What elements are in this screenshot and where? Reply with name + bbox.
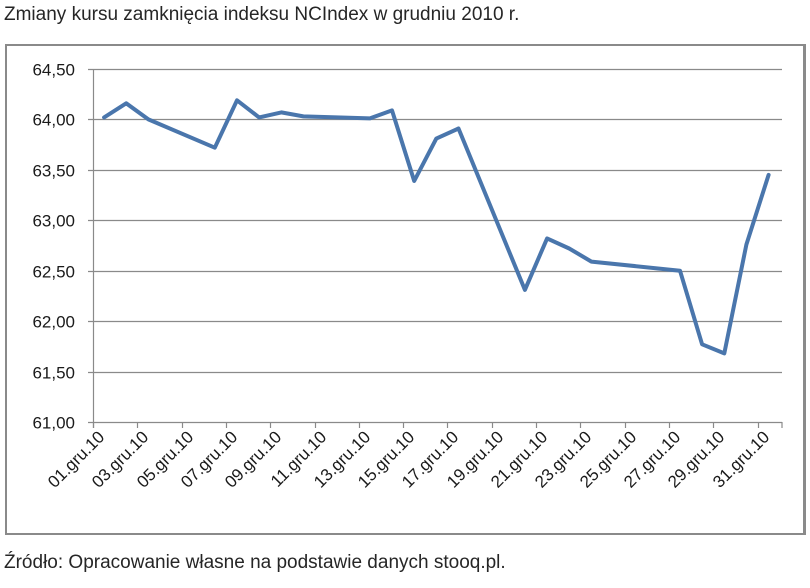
y-tick-label: 61,50 (32, 364, 75, 383)
y-tick-label: 62,50 (32, 263, 75, 282)
chart-title: Zmiany kursu zamknięcia indeksu NCIndex … (4, 4, 520, 25)
data-line (102, 98, 771, 356)
source-note: Źródło: Opracowanie własne na podstawie … (4, 552, 506, 573)
y-tick-label: 63,50 (32, 162, 75, 181)
y-tick-label: 64,00 (32, 111, 75, 130)
series-ncindex (102, 98, 771, 356)
gridlines (88, 68, 782, 424)
y-axis: 61,00 61,50 62,00 62,50 63,00 63,50 64,00 64,50 (32, 61, 95, 433)
y-tick-label: 62,00 (32, 313, 75, 332)
y-tick-label: 64,50 (32, 61, 75, 80)
y-tick-label: 63,00 (32, 212, 75, 231)
y-tick-label: 61,00 (32, 414, 75, 433)
x-axis: 01.gru.1003.gru.1005.gru.1007.gru.1009.g… (44, 422, 783, 492)
chart-frame (5, 44, 806, 535)
